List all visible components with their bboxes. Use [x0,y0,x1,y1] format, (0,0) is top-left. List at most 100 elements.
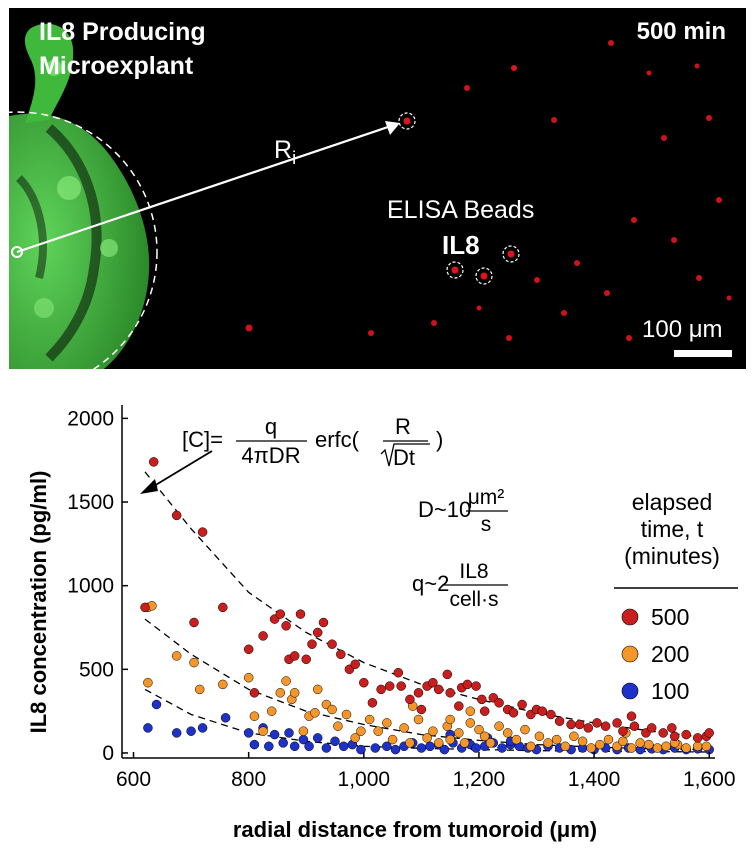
data-point-100 [425,741,435,752]
micrograph-title-line-1: IL8 Producing [39,18,206,46]
data-point-200 [373,726,383,736]
data-point-500 [218,602,228,613]
data-point-100 [471,743,481,753]
data-point-500 [517,699,527,710]
data-point-500 [692,733,703,743]
data-point-500 [445,688,455,698]
data-point-100 [312,733,323,743]
data-point-200 [333,721,343,731]
data-point-100 [186,726,196,736]
equation-arrow [148,450,213,490]
data-point-500 [574,719,585,730]
data-point-500 [477,694,487,705]
data-point-500 [592,718,602,728]
elisa-beads-label: ELISA Beads [387,196,535,224]
data-point-500 [646,723,657,733]
data-point-200 [143,677,153,688]
data-point-200 [603,734,614,745]
y-axis-label: IL8 concentration (pg/ml) [26,471,51,734]
data-point-500 [612,718,622,728]
data-point-200 [428,726,438,736]
x-tick-label: 1,000 [338,768,391,791]
data-point-100 [390,744,401,755]
d-denominator: s [481,513,492,536]
q-prefix: q~2 [412,571,449,596]
data-point-200 [327,704,337,715]
data-point-500 [327,639,337,649]
data-point-500 [462,679,473,690]
data-point-500 [454,701,464,711]
data-point-100 [264,741,274,752]
data-point-100 [304,741,314,752]
data-point-500 [189,617,199,628]
data-point-200 [551,734,562,745]
data-point-200 [382,718,392,728]
data-point-200 [474,724,484,735]
data-point-500 [367,698,378,708]
data-point-500 [243,644,254,655]
data-point-200 [543,738,553,748]
x-axis-label: radial distance from tumoroid (μm) [233,817,597,842]
data-point-200 [595,739,605,750]
data-point-500 [626,711,637,721]
legend-label-200: 200 [651,641,689,667]
data-point-200 [249,711,260,721]
x-tick-label: 600 [116,768,151,791]
data-point-500 [600,721,611,731]
y-tick-label: 1500 [67,491,114,514]
micrograph-panel: IL8 Producing Microexplant 500 min Ri EL… [9,8,746,369]
data-point-100 [370,743,381,753]
legend-marker-100 [621,682,639,700]
data-point-200 [399,723,409,733]
data-point-100 [284,728,294,738]
data-point-500 [546,709,556,720]
data-point-100 [338,741,349,752]
data-point-200 [511,734,522,745]
data-point-200 [281,676,291,686]
data-point-100 [151,699,162,710]
legend: elapsed time, t (minutes) 500 200 100 [614,489,738,704]
data-point-100 [171,728,182,738]
data-point-500 [336,649,346,660]
y-tick-label: 500 [79,658,114,681]
data-point-200 [626,743,637,753]
data-point-200 [310,708,320,718]
data-point-200 [356,726,366,736]
data-point-100 [289,741,300,752]
y-tick-label: 2000 [67,407,114,430]
data-point-100 [220,713,231,723]
scale-bar-label: 100 μm [642,316,723,343]
data-point-100 [382,741,392,752]
d-prefix: D~10 [418,497,471,522]
data-point-200 [243,672,254,683]
data-point-200 [341,709,352,720]
data-point-500 [393,667,404,678]
equation-close: ) [436,427,443,452]
data-point-100 [330,736,340,747]
data-point-200 [526,741,536,752]
data-point-100 [439,744,450,755]
data-point-200 [534,731,545,742]
data-point-500 [258,631,268,641]
data-point-500 [249,688,260,698]
legend-title-line-3: (minutes) [624,543,720,569]
data-point-500 [312,627,323,638]
diffusion-parameters: D~10 μm² s q~2 IL8 cell·s [412,486,508,611]
data-point-500 [667,723,677,733]
data-point-500 [537,706,548,716]
legend-title-line-1: elapsed [632,489,713,515]
sqrt-sign [380,443,430,467]
data-point-500 [629,721,640,731]
data-point-500 [140,602,150,613]
data-point-200 [445,734,455,745]
x-tick-label: 1,600 [683,768,736,791]
radius-label: Ri [274,136,296,169]
data-point-500 [658,728,668,738]
data-point-500 [479,706,490,716]
data-point-200 [494,721,504,731]
data-point-200 [218,679,228,690]
data-point-500 [350,659,360,670]
data-point-500 [704,728,714,738]
data-point-200 [569,731,579,742]
data-point-200 [405,738,415,748]
